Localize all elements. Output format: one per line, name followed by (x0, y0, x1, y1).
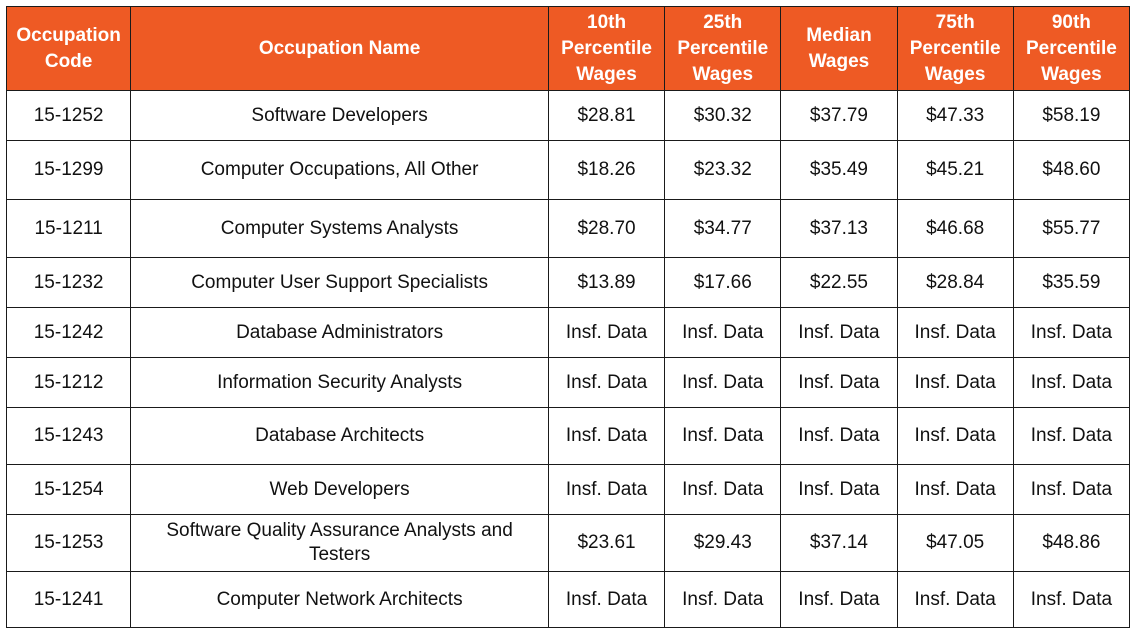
cell-p90: Insf. Data (1012, 571, 1131, 628)
table-row: 15-1212 Information Security Analysts Insf… (5, 357, 1131, 408)
cell-name: Software Developers (130, 90, 549, 141)
cell-p75: Insf. Data (896, 307, 1014, 358)
table-row: 15-1243 Database Architects Insf. Data Insf… (5, 407, 1131, 465)
cell-code: 15-1212 (5, 357, 132, 408)
cell-p25: $30.32 (664, 90, 782, 141)
cell-name: Database Administrators (130, 307, 549, 358)
cell-p25: Insf. Data (664, 407, 782, 465)
cell-code: 15-1252 (5, 90, 132, 141)
cell-p25: Insf. Data (664, 307, 782, 358)
cell-code: 15-1242 (5, 307, 132, 358)
table-row: 15-1253 Software Quality Assurance Analys… (5, 514, 1131, 572)
cell-p25: $34.77 (664, 199, 782, 258)
cell-p75: $45.21 (896, 140, 1014, 200)
cell-p75: Insf. Data (896, 357, 1014, 408)
table-row: 15-1252 Software Developers $28.81 $30.32 $3… (5, 90, 1131, 141)
cell-median: Insf. Data (780, 571, 898, 628)
cell-median: $37.79 (780, 90, 898, 141)
cell-p90: Insf. Data (1012, 464, 1131, 515)
cell-median: $37.14 (780, 514, 898, 572)
cell-median: $35.49 (780, 140, 898, 200)
cell-code: 15-1211 (5, 199, 132, 258)
cell-name: Information Security Analysts (130, 357, 549, 408)
cell-name: Computer Network Architects (130, 571, 549, 628)
cell-p90: $35.59 (1012, 257, 1131, 308)
cell-code: 15-1299 (5, 140, 132, 200)
table-row: 15-1232 Computer User Support Specialists… (5, 257, 1131, 308)
wage-table: Occupation Code Occupation Name 10th Perce… (5, 6, 1131, 628)
column-header-code: Occupation Code (5, 6, 132, 91)
cell-name: Software Quality Assurance Analysts and … (130, 514, 549, 572)
table-row: 15-1211 Computer Systems Analysts $28.70 $3… (5, 199, 1131, 258)
table-body: 15-1252 Software Developers $28.81 $30.32 $3… (5, 90, 1131, 628)
cell-p10: Insf. Data (547, 571, 666, 628)
cell-name: Computer User Support Specialists (130, 257, 549, 308)
cell-p25: $29.43 (664, 514, 782, 572)
column-header-p10: 10th Percentile Wages (547, 6, 666, 91)
cell-median: Insf. Data (780, 464, 898, 515)
cell-p10: $23.61 (547, 514, 666, 572)
table-row: 15-1241 Computer Network Architects Insf. … (5, 571, 1131, 628)
cell-code: 15-1243 (5, 407, 132, 465)
cell-p75: $28.84 (896, 257, 1014, 308)
table-row: 15-1242 Database Administrators Insf. Data… (5, 307, 1131, 358)
cell-p25: $23.32 (664, 140, 782, 200)
cell-p10: $13.89 (547, 257, 666, 308)
cell-p75: Insf. Data (896, 464, 1014, 515)
cell-code: 15-1232 (5, 257, 132, 308)
column-header-name: Occupation Name (130, 6, 549, 91)
cell-p90: $48.60 (1012, 140, 1131, 200)
cell-p90: $58.19 (1012, 90, 1131, 141)
cell-p75: $46.68 (896, 199, 1014, 258)
cell-p90: Insf. Data (1012, 357, 1131, 408)
cell-p25: Insf. Data (664, 571, 782, 628)
cell-median: $22.55 (780, 257, 898, 308)
cell-name: Computer Systems Analysts (130, 199, 549, 258)
cell-p10: Insf. Data (547, 407, 666, 465)
cell-p90: $55.77 (1012, 199, 1131, 258)
cell-p10: $28.81 (547, 90, 666, 141)
column-header-p90: 90th Percentile Wages (1012, 6, 1131, 91)
cell-name: Web Developers (130, 464, 549, 515)
table-header: Occupation Code Occupation Name 10th Perce… (5, 6, 1131, 91)
cell-name: Computer Occupations, All Other (130, 140, 549, 200)
cell-p25: $17.66 (664, 257, 782, 308)
cell-p10: Insf. Data (547, 307, 666, 358)
cell-p75: Insf. Data (896, 571, 1014, 628)
cell-median: $37.13 (780, 199, 898, 258)
cell-p25: Insf. Data (664, 357, 782, 408)
cell-median: Insf. Data (780, 407, 898, 465)
cell-code: 15-1253 (5, 514, 132, 572)
cell-p90: Insf. Data (1012, 307, 1131, 358)
cell-median: Insf. Data (780, 357, 898, 408)
column-header-p75: 75th Percentile Wages (896, 6, 1014, 91)
cell-p10: Insf. Data (547, 464, 666, 515)
cell-p25: Insf. Data (664, 464, 782, 515)
cell-code: 15-1241 (5, 571, 132, 628)
cell-name: Database Architects (130, 407, 549, 465)
cell-median: Insf. Data (780, 307, 898, 358)
cell-p75: $47.33 (896, 90, 1014, 141)
column-header-p25: 25th Percentile Wages (664, 6, 782, 91)
cell-p90: Insf. Data (1012, 407, 1131, 465)
cell-code: 15-1254 (5, 464, 132, 515)
cell-p10: $28.70 (547, 199, 666, 258)
table-row: 15-1254 Web Developers Insf. Data Insf. Dat… (5, 464, 1131, 515)
cell-p75: Insf. Data (896, 407, 1014, 465)
header-row: Occupation Code Occupation Name 10th Perce… (5, 6, 1131, 91)
cell-p75: $47.05 (896, 514, 1014, 572)
column-header-median: Median Wages (780, 6, 898, 91)
cell-p10: $18.26 (547, 140, 666, 200)
cell-p90: $48.86 (1012, 514, 1131, 572)
table-row: 15-1299 Computer Occupations, All Other $1… (5, 140, 1131, 200)
cell-p10: Insf. Data (547, 357, 666, 408)
